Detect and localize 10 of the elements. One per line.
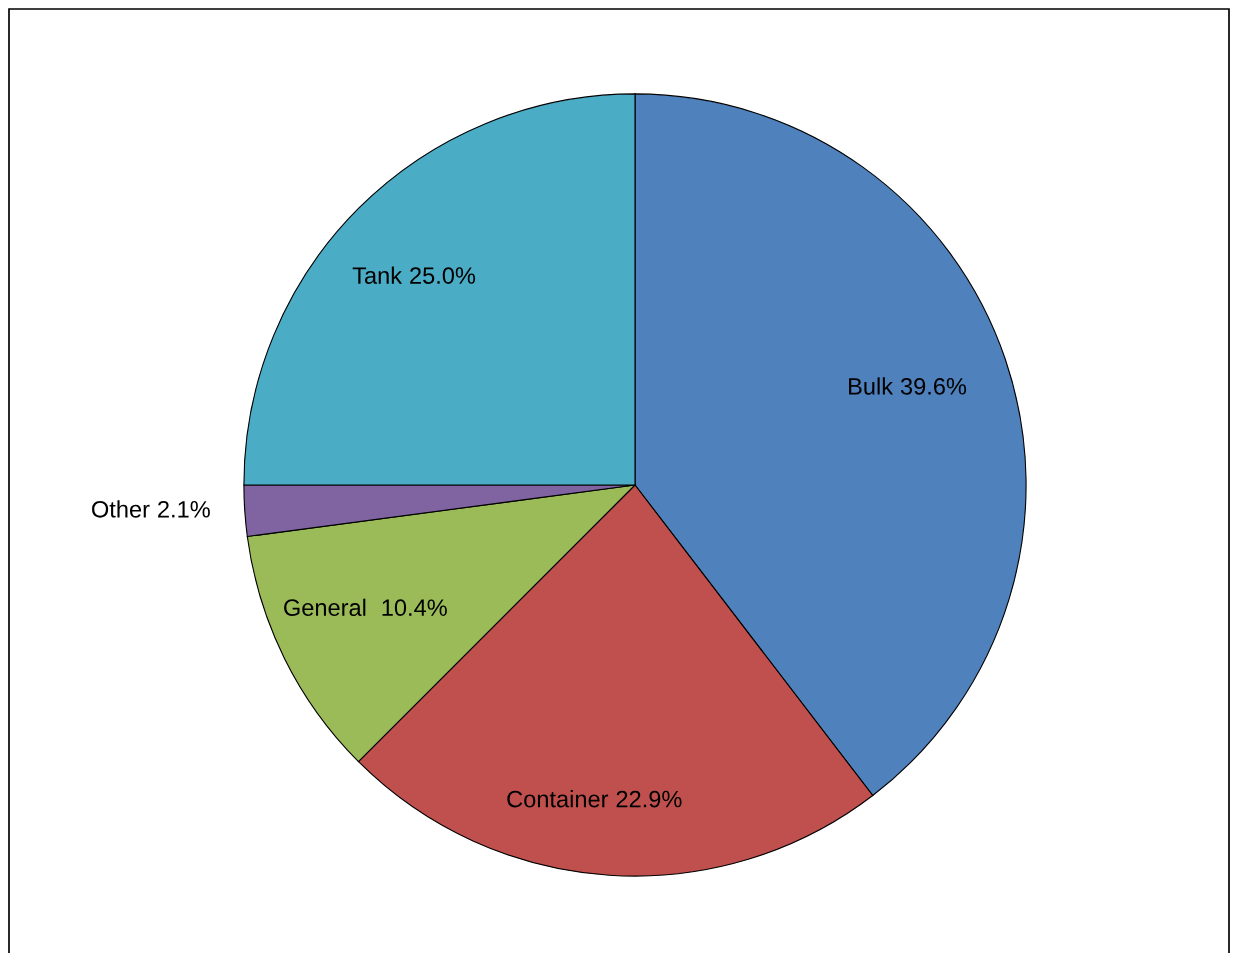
data-label: 25.0% <box>410 267 476 284</box>
slice-label: General <box>284 598 366 617</box>
data-label: 2.1% <box>158 500 210 518</box>
slice-label: Bulk <box>849 377 894 395</box>
data-label: 39.6% <box>900 377 967 395</box>
slice-label: Other <box>92 500 150 518</box>
slice-label: Container <box>507 790 609 808</box>
slice-label: Tank <box>352 266 403 284</box>
data-label: 10.4% <box>382 599 447 617</box>
data-label: 22.9% <box>616 790 682 808</box>
